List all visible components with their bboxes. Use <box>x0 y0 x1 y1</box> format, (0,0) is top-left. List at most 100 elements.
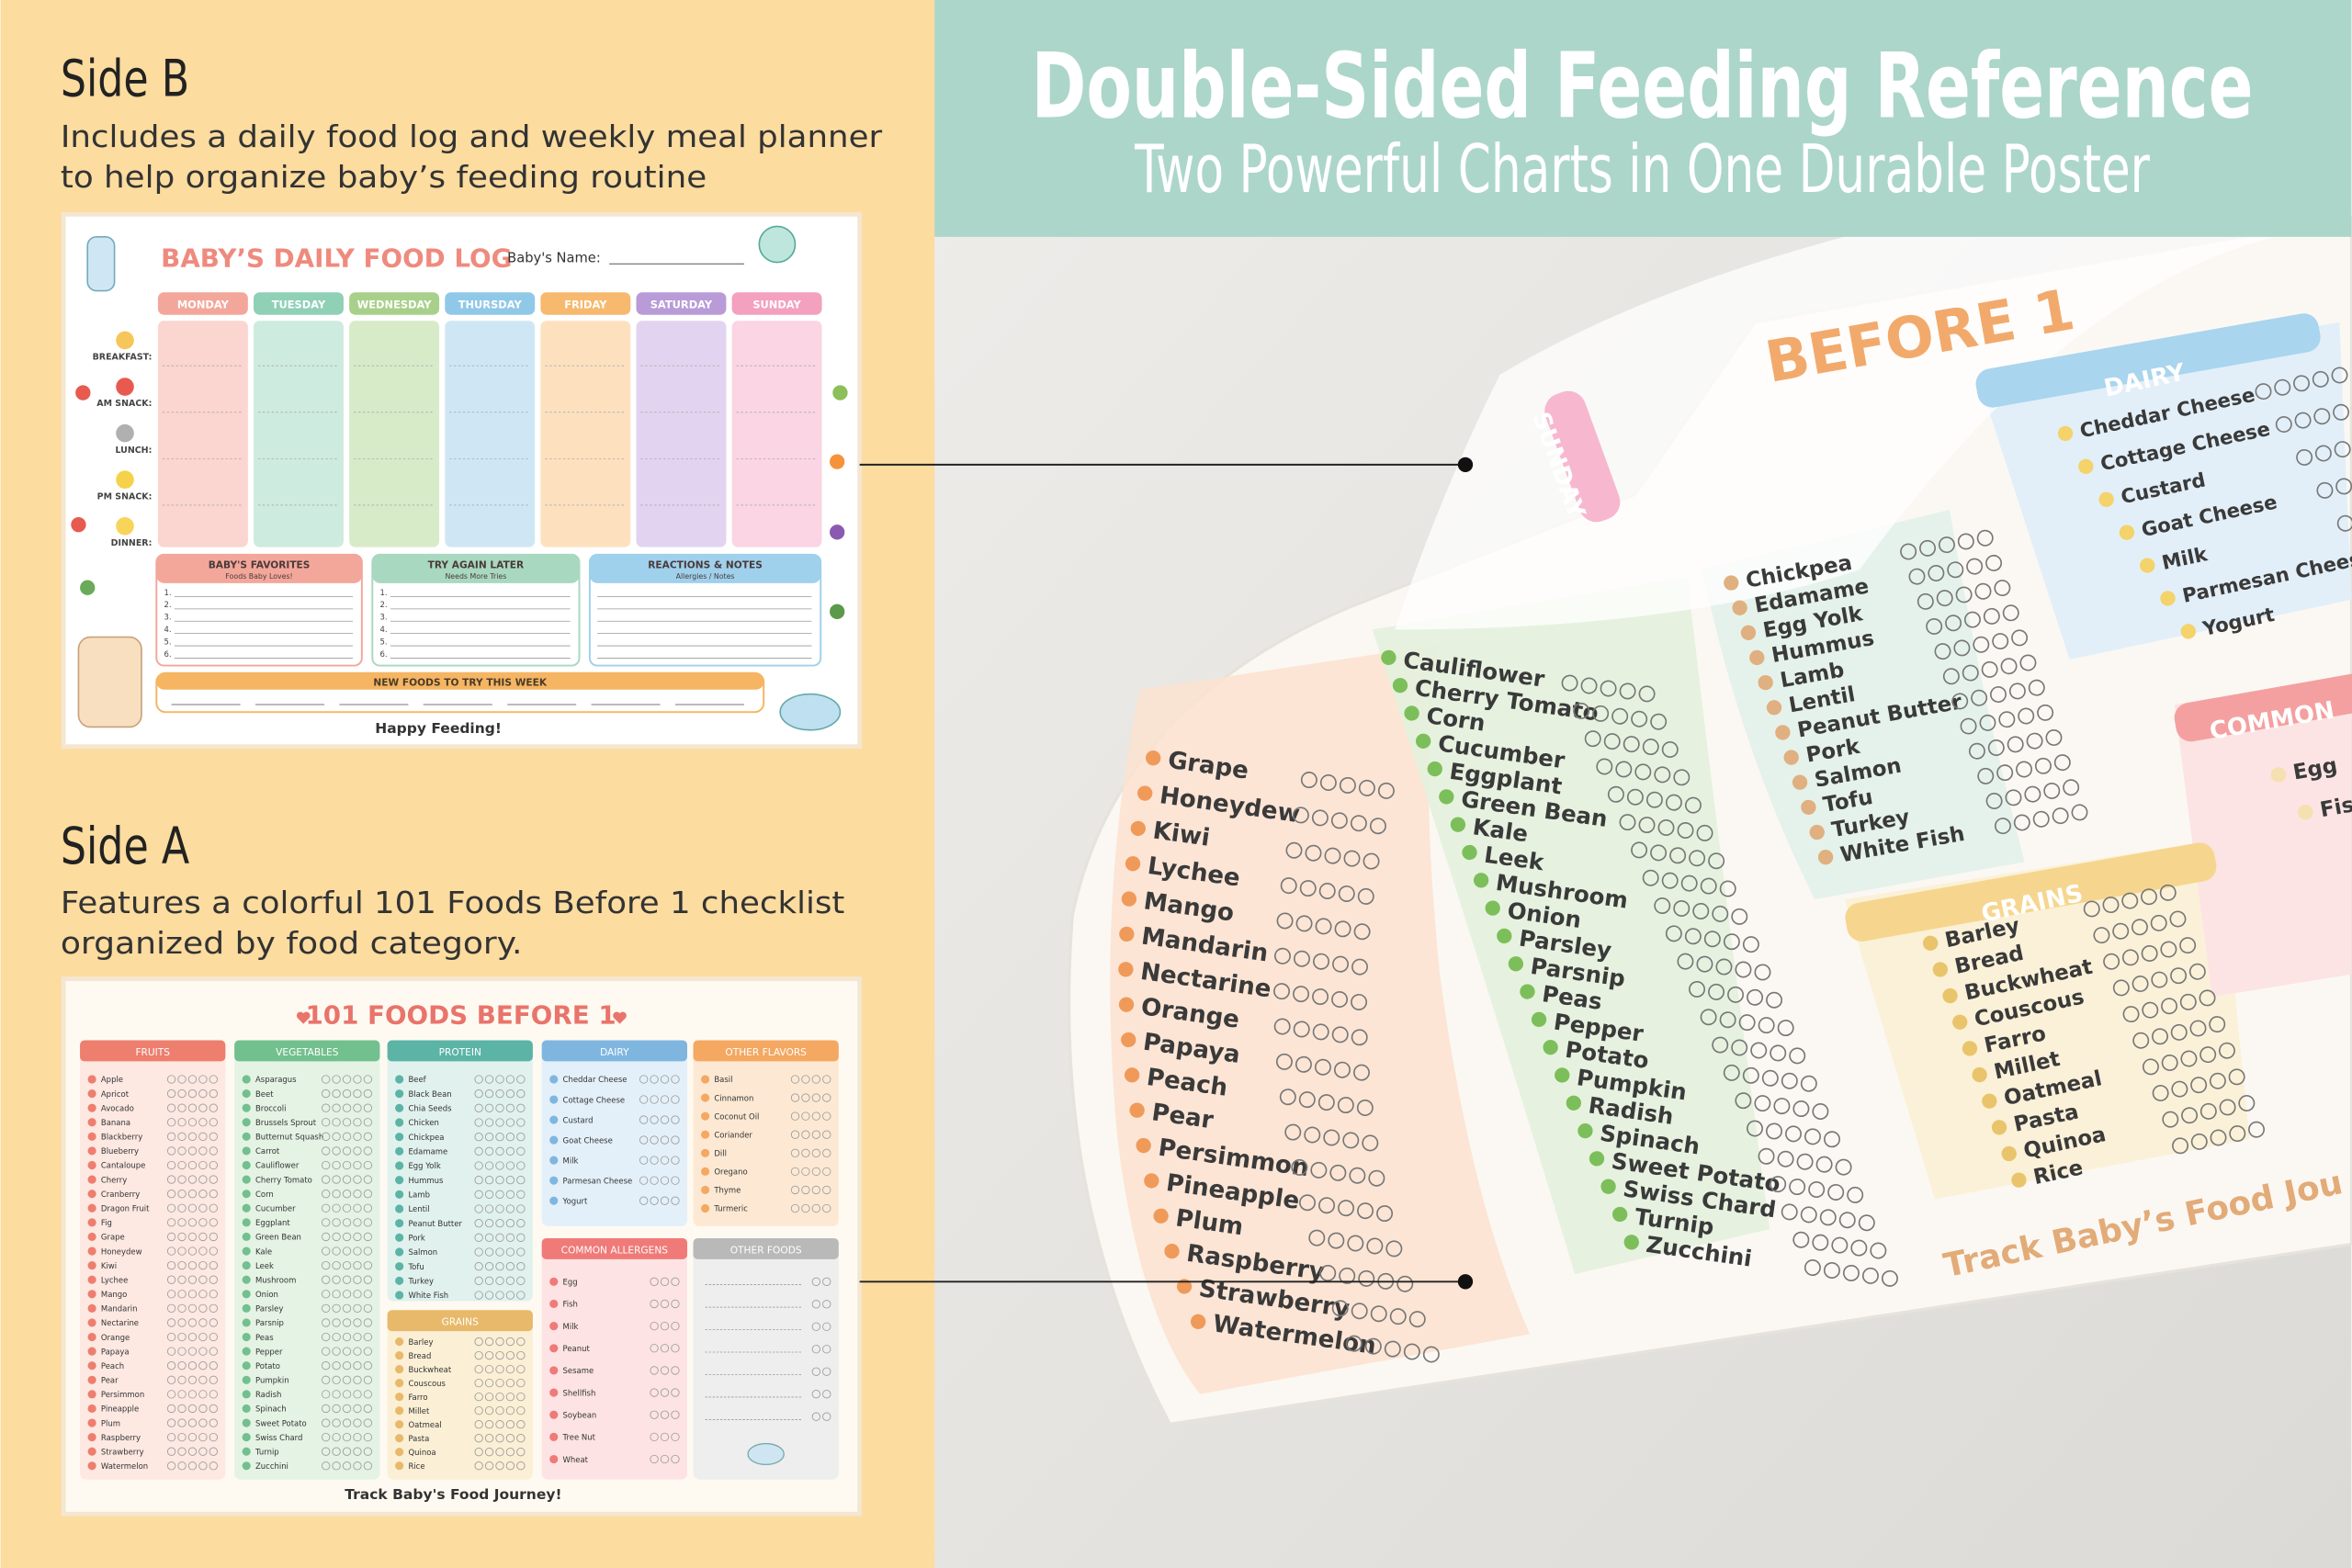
check-circle <box>363 1118 373 1127</box>
poster-check-circle <box>2152 1028 2168 1045</box>
check-circle <box>342 1132 352 1141</box>
poster-check-circle <box>1638 685 1656 703</box>
check-circle <box>660 1135 670 1145</box>
poster-check-circle <box>1708 852 1725 870</box>
food-icon <box>701 1148 710 1157</box>
check-circle <box>332 1075 341 1084</box>
food-icon <box>87 1461 96 1471</box>
poster-check-circle <box>2209 1072 2226 1089</box>
poster-check-circle <box>1276 912 1294 930</box>
food-icon <box>395 1133 404 1142</box>
food-name: Mushroom <box>255 1275 296 1284</box>
check-circle <box>322 1089 331 1099</box>
food-name: Pork <box>408 1234 424 1243</box>
meal-icon <box>116 378 134 396</box>
poster-food-icon <box>1176 1279 1193 1294</box>
poster-check-circle <box>1936 590 1953 607</box>
food-name: Parsley <box>255 1304 283 1314</box>
check-circle <box>353 1160 362 1170</box>
poster-check-circle <box>1323 1129 1340 1146</box>
check-circle <box>505 1247 515 1257</box>
food-icon <box>87 1332 96 1342</box>
poster-food-icon <box>1749 649 1765 666</box>
poster-check-circle <box>1983 607 2000 625</box>
check-circle <box>801 1093 810 1102</box>
poster-food-icon <box>2078 458 2094 474</box>
check-circle <box>322 1318 331 1327</box>
check-circle <box>516 1337 526 1347</box>
check-circle <box>177 1290 187 1299</box>
check-circle <box>801 1130 810 1139</box>
check-circle <box>474 1176 483 1185</box>
poster-food-icon <box>1775 725 1791 740</box>
poster-check-circle <box>1719 880 1736 897</box>
poster-check-circle <box>1623 736 1640 753</box>
poster-check-circle <box>2170 967 2188 985</box>
day-header <box>636 292 727 315</box>
poster-check-circle <box>1334 920 1351 938</box>
check-circle <box>484 1337 494 1347</box>
check-circle <box>332 1190 341 1199</box>
check-circle <box>474 1089 483 1099</box>
check-circle <box>505 1146 515 1156</box>
check-circle <box>505 1233 515 1242</box>
food-icon <box>242 1375 251 1384</box>
box-header <box>589 554 821 583</box>
check-circle <box>209 1404 218 1414</box>
check-circle <box>322 1190 331 1199</box>
check-circle <box>660 1277 670 1286</box>
poster-food-icon <box>1932 962 1949 977</box>
food-name: Edamame <box>408 1147 447 1156</box>
dairy-panel <box>1979 321 2352 660</box>
poster-check-circle <box>2112 922 2130 940</box>
food-icon <box>242 1347 251 1356</box>
poster-check-circle <box>1353 923 1371 941</box>
poster-check-circle <box>1673 900 1690 917</box>
check-circle <box>363 1290 373 1299</box>
poster-check-circle <box>1747 988 1764 1006</box>
food-name: Parmesan Cheese <box>563 1176 633 1185</box>
poster-food-icon <box>1462 844 1477 861</box>
poster-check-circle <box>1317 1094 1335 1111</box>
day-column <box>636 321 727 547</box>
check-circle <box>187 1118 198 1127</box>
food-name: Parsnip <box>255 1318 284 1327</box>
poster-check-circle <box>1356 1100 1374 1116</box>
check-circle <box>166 1146 176 1156</box>
check-circle <box>505 1461 515 1471</box>
poster-food-icon <box>1758 674 1773 691</box>
check-circle <box>505 1190 515 1199</box>
check-circle <box>209 1175 218 1184</box>
check-circle <box>474 1405 483 1416</box>
check-circle <box>322 1404 331 1414</box>
check-circle <box>177 1275 187 1284</box>
poster-check-circle <box>2179 937 2197 954</box>
poster-check-circle <box>2275 416 2292 434</box>
food-name: Milk <box>563 1322 579 1331</box>
check-circle <box>639 1075 649 1084</box>
food-icon <box>242 1218 251 1227</box>
food-icon <box>395 1176 404 1185</box>
poster-check-circle <box>2151 971 2168 988</box>
poster-check-circle <box>2121 892 2139 909</box>
check-circle <box>495 1337 504 1347</box>
check-circle <box>332 1332 341 1342</box>
poster-check-circle <box>1917 592 1934 610</box>
check-circle <box>484 1291 494 1300</box>
check-circle <box>198 1247 208 1256</box>
food-icon <box>87 1433 96 1442</box>
check-circle <box>660 1366 670 1375</box>
check-circle <box>322 1275 331 1284</box>
check-circle <box>166 1190 176 1199</box>
poster-check-circle <box>2209 1016 2226 1033</box>
check-circle <box>342 1318 352 1327</box>
poster-check-circle <box>1403 1343 1420 1360</box>
meal-icon <box>116 470 134 490</box>
check-circle <box>177 1361 187 1371</box>
check-circle <box>322 1203 331 1213</box>
check-circle <box>332 1175 341 1184</box>
poster-check-circle <box>1953 639 1971 657</box>
food-icon <box>395 1118 404 1127</box>
food-icon <box>701 1130 710 1139</box>
poster-check-circle <box>2112 979 2130 997</box>
